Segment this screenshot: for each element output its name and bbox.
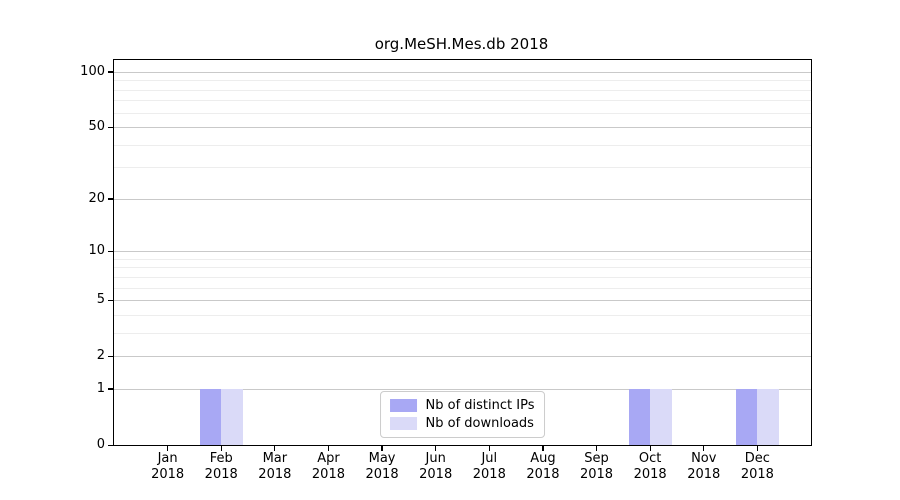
x-tick-mark	[756, 445, 758, 451]
x-tick-mark	[327, 445, 330, 451]
x-tick-label: Apr 2018	[311, 451, 345, 482]
minor-gridline	[114, 267, 811, 269]
minor-gridline	[114, 144, 811, 146]
x-tick-mark	[435, 445, 437, 451]
x-tick-mark	[488, 445, 490, 451]
x-tick-mark	[703, 445, 705, 451]
chart-title: org.MeSH.Mes.db 2018	[374, 35, 549, 53]
minor-gridline	[114, 89, 811, 91]
y-tick-label: 5	[96, 292, 105, 308]
major-gridline	[114, 71, 811, 73]
bar-oct-nb-of-downloads	[650, 388, 672, 445]
x-tick-mark	[542, 445, 544, 451]
x-tick-mark	[167, 445, 169, 451]
y-tick-label: 50	[88, 119, 105, 135]
minor-gridline	[114, 80, 811, 82]
x-tick-mark	[381, 445, 383, 451]
bar-feb-nb-of-distinct-ips	[199, 388, 222, 445]
x-tick-mark	[220, 445, 222, 451]
legend-swatch-distinct-ips	[389, 399, 417, 412]
bar-dec-nb-of-distinct-ips	[735, 388, 758, 445]
y-tick-mark	[108, 198, 114, 200]
y-tick-mark	[108, 250, 114, 252]
legend-item-downloads: Nb of downloads	[389, 416, 535, 431]
minor-gridline	[114, 276, 811, 278]
x-tick-label: Aug 2018	[526, 451, 560, 482]
major-gridline	[114, 198, 811, 200]
minor-gridline	[114, 314, 811, 316]
x-tick-label: Jan 2018	[151, 451, 185, 482]
y-tick-mark	[108, 355, 114, 357]
x-tick-label: Jun 2018	[419, 451, 453, 482]
bar-dec-nb-of-downloads	[757, 388, 779, 445]
bar-feb-nb-of-downloads	[221, 388, 243, 445]
y-tick-mark	[108, 71, 114, 73]
y-tick-label: 100	[80, 63, 105, 79]
x-tick-label: Nov 2018	[687, 451, 721, 482]
y-tick-label: 10	[88, 243, 105, 259]
minor-gridline	[114, 167, 811, 169]
y-tick-label: 2	[96, 348, 105, 364]
x-tick-label: Feb 2018	[204, 451, 238, 482]
minor-gridline	[114, 100, 811, 102]
y-tick-label: 0	[96, 437, 105, 452]
major-gridline	[114, 127, 811, 129]
bar-oct-nb-of-distinct-ips	[628, 388, 651, 445]
y-tick-label: 1	[96, 380, 105, 396]
minor-gridline	[114, 287, 811, 289]
legend: Nb of distinct IPs Nb of downloads	[379, 391, 546, 438]
major-gridline	[114, 251, 811, 253]
legend-item-distinct-ips: Nb of distinct IPs	[389, 398, 535, 413]
major-gridline	[114, 388, 811, 390]
major-gridline	[114, 300, 811, 302]
y-tick-mark	[108, 388, 114, 390]
x-tick-label: Sep 2018	[579, 451, 614, 482]
x-tick-label: Dec 2018	[740, 451, 774, 482]
plot-area: Nb of distinct IPs Nb of downloads 0 1 2 5 1…	[80, 59, 812, 482]
minor-gridline	[114, 258, 811, 260]
x-tick-label: Jul 2018	[472, 451, 506, 482]
x-tick-mark	[274, 445, 276, 451]
minor-gridline	[114, 112, 811, 114]
minor-gridline	[114, 332, 811, 334]
legend-label-distinct-ips: Nb of distinct IPs	[425, 398, 535, 413]
y-tick-mark	[108, 444, 114, 446]
major-gridline	[114, 356, 811, 358]
legend-label-downloads: Nb of downloads	[425, 416, 534, 431]
x-tick-label: Oct 2018	[633, 451, 667, 482]
y-tick-label: 20	[88, 190, 105, 206]
y-tick-mark	[108, 126, 114, 128]
x-tick-label: Mar 2018	[258, 451, 292, 482]
x-tick-label: May 2018	[365, 451, 399, 482]
legend-swatch-downloads	[389, 417, 417, 430]
x-tick-mark	[595, 445, 598, 451]
y-tick-mark	[108, 299, 114, 301]
x-tick-mark	[649, 445, 651, 451]
